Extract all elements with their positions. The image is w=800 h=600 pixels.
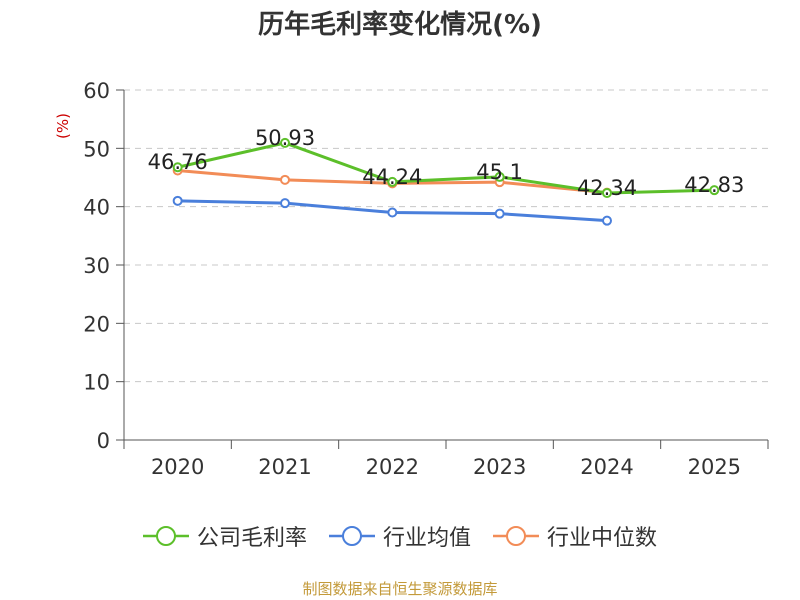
source-note: 制图数据来自恒生聚源数据库 (302, 580, 498, 598)
y-tick-label: 40 (83, 196, 110, 220)
y-tick-label: 60 (83, 79, 110, 103)
legend-label-industry-mean: 行业均值 (382, 526, 471, 551)
data-label: 45.1 (476, 160, 523, 184)
legend-marker-industry-median (493, 526, 539, 546)
legend-item-industry-mean[interactable]: 行业均值 (328, 520, 471, 552)
legend-marker-industry-mean (328, 526, 375, 546)
x-tick-label: 2020 (151, 455, 204, 479)
x-tick-label: 2025 (688, 455, 741, 479)
data-point (172, 162, 183, 173)
data-point (494, 208, 505, 219)
y-tick-label: 30 (83, 254, 110, 278)
gridlines (124, 89, 768, 383)
data-label: 42.83 (684, 173, 744, 197)
data-point (602, 188, 612, 199)
x-tick-label: 2022 (366, 455, 419, 479)
data-point (709, 185, 720, 196)
legend-circle (506, 526, 526, 546)
legend-circle (155, 526, 176, 546)
y-tick-label: 0 (97, 429, 110, 453)
legend-item-company[interactable]: 公司毛利率 (142, 520, 307, 552)
y-tick-label: 50 (83, 137, 110, 161)
legend-label-industry-median: 行业中位数 (547, 526, 658, 551)
data-point (387, 207, 398, 218)
x-tick-label: 2024 (580, 455, 633, 479)
data-point (280, 198, 290, 209)
data-label: 50.93 (255, 126, 315, 150)
chart-title: 历年毛利率变化情况(%) (258, 10, 542, 40)
data-label: 44.24 (362, 165, 422, 189)
data-point (494, 171, 505, 182)
data-point (280, 137, 290, 148)
y-tick-label: 20 (83, 312, 110, 336)
data-point (280, 174, 290, 185)
data-label: 46.76 (148, 150, 208, 174)
legend-marker-company (142, 526, 189, 546)
y-axis-label: (%) (54, 113, 72, 139)
y-tick-label: 10 (83, 371, 110, 395)
legend-circle (341, 526, 362, 546)
data-label: 42.34 (577, 176, 637, 200)
axes: 0 10 20 30 40 50 60 2020 2021 2022 2023 2024 2025 (83, 79, 769, 479)
x-tick-label: 2023 (473, 455, 526, 479)
series (172, 137, 720, 226)
x-tick-label: 2021 (258, 455, 311, 479)
series-line (177, 141, 715, 195)
data-point (602, 215, 612, 226)
data-point (387, 176, 398, 187)
data-point (172, 195, 183, 206)
legend-label-company: 公司毛利率 (196, 526, 307, 551)
data-labels: 46.76 50.93 44.24 45.1 42.34 42.83 (148, 126, 745, 200)
legend: 公司毛利率 行业均值 行业中位数 (0, 520, 800, 552)
legend-item-industry-median[interactable]: 行业中位数 (493, 520, 657, 552)
